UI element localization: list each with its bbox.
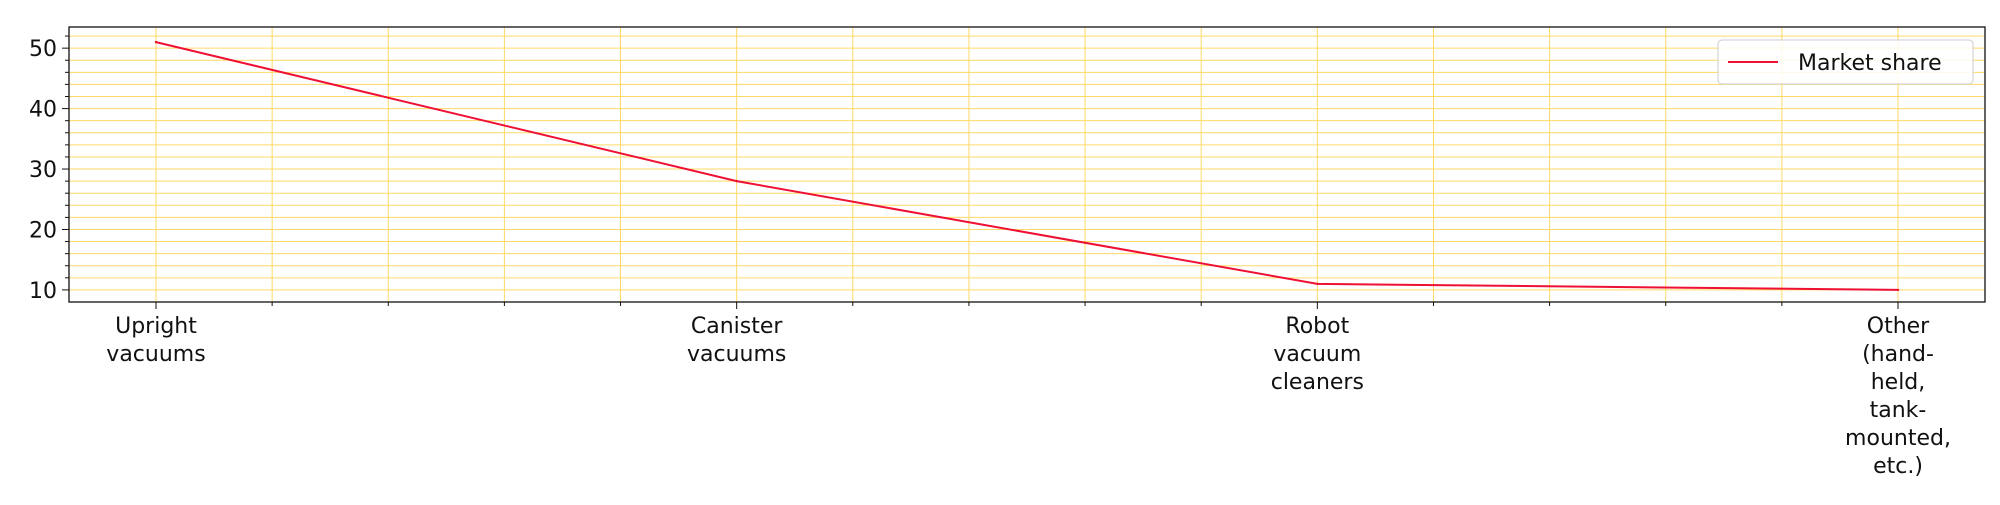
x-tick-label: Robot vacuum cleaners [1271, 314, 1364, 395]
x-tick-label-line: held, [1871, 370, 1926, 395]
x-tick-label-line: etc.) [1873, 454, 1923, 479]
legend-label: Market share [1798, 51, 1942, 76]
x-tick-label-line: (hand- [1862, 342, 1934, 367]
series-point [735, 179, 738, 183]
series-point [1316, 282, 1319, 286]
legend: Market share [1717, 39, 1974, 85]
x-tick-label-line: tank- [1870, 398, 1927, 423]
x-tick-label-line: cleaners [1271, 370, 1364, 395]
x-tick-label-line: vacuums [687, 342, 786, 367]
legend-box [1717, 39, 1974, 85]
x-tick-label-line: Robot [1285, 314, 1349, 339]
x-tick-label-line: vacuums [106, 342, 205, 367]
series-point [154, 40, 158, 44]
y-tick-label: 40 [29, 98, 57, 123]
series-point [1896, 288, 1900, 292]
x-tick-label: Upright vacuums [106, 314, 205, 367]
x-tick-label-line: mounted, [1845, 426, 1951, 451]
y-tick-label: 30 [29, 158, 57, 183]
ticks-layer: 10 20 30 40 50 Upright vacuums Canister vacuums R… [29, 35, 1951, 479]
x-tick-label-line: Canister [691, 314, 784, 339]
grid-layer [69, 27, 1985, 302]
x-tick-label-line: vacuum [1273, 342, 1361, 367]
x-tick-label: Canister vacuums [687, 314, 786, 367]
x-tick-label: Other (hand-held, tank-mounted, etc.) [1845, 314, 1951, 479]
x-tick-label-line: Upright [115, 314, 197, 339]
series-layer [154, 40, 1900, 292]
y-tick-label: 10 [29, 279, 57, 304]
x-tick-label-line: Other [1867, 314, 1930, 339]
series-line [155, 41, 1899, 291]
y-tick-label: 50 [29, 37, 57, 62]
y-tick-label: 20 [29, 218, 57, 243]
plot-frame [68, 26, 1986, 303]
